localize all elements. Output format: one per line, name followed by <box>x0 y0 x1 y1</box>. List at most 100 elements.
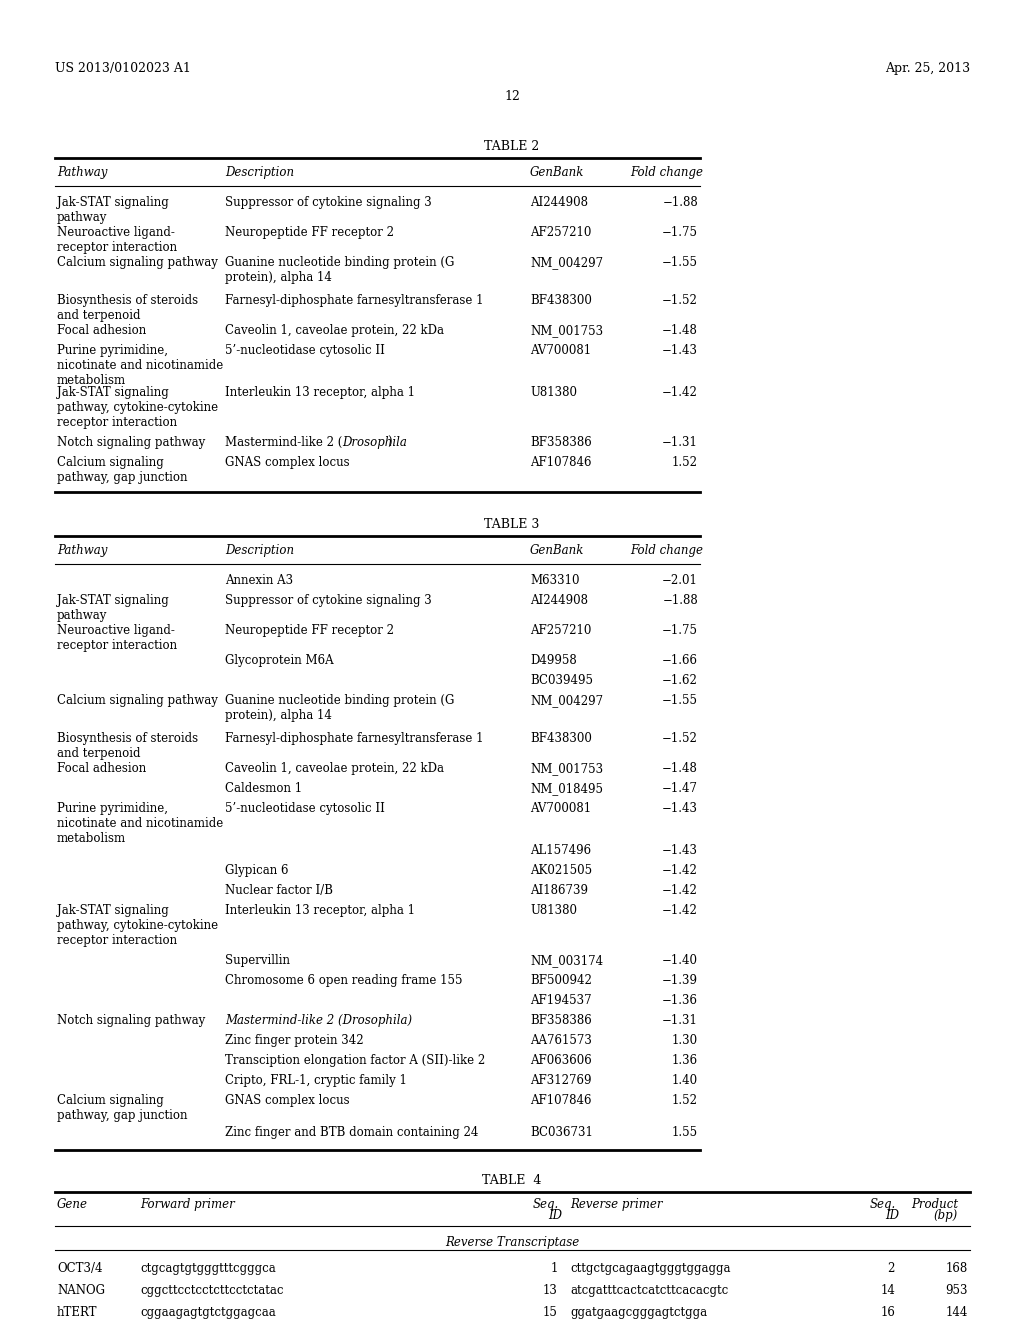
Text: −1.40: −1.40 <box>662 954 698 968</box>
Text: −1.43: −1.43 <box>662 843 698 857</box>
Text: 2: 2 <box>888 1262 895 1275</box>
Text: ID: ID <box>548 1209 562 1222</box>
Text: Reverse Transcriptase: Reverse Transcriptase <box>444 1236 580 1249</box>
Text: −1.43: −1.43 <box>662 345 698 356</box>
Text: atcgatttcactcatcttcacacgtc: atcgatttcactcatcttcacacgtc <box>570 1284 728 1298</box>
Text: Fold change: Fold change <box>630 544 703 557</box>
Text: −1.36: −1.36 <box>662 994 698 1007</box>
Text: NM_004297: NM_004297 <box>530 256 603 269</box>
Text: AK021505: AK021505 <box>530 865 592 876</box>
Text: AI186739: AI186739 <box>530 884 588 898</box>
Text: Zinc finger and BTB domain containing 24: Zinc finger and BTB domain containing 24 <box>225 1126 478 1139</box>
Text: AF312769: AF312769 <box>530 1074 592 1086</box>
Text: Neuropeptide FF receptor 2: Neuropeptide FF receptor 2 <box>225 624 394 638</box>
Text: −1.48: −1.48 <box>663 323 698 337</box>
Text: AF063606: AF063606 <box>530 1053 592 1067</box>
Text: Caveolin 1, caveolae protein, 22 kDa: Caveolin 1, caveolae protein, 22 kDa <box>225 762 444 775</box>
Text: NM_003174: NM_003174 <box>530 954 603 968</box>
Text: Calcium signaling pathway: Calcium signaling pathway <box>57 256 218 269</box>
Text: GenBank: GenBank <box>530 166 585 180</box>
Text: BF438300: BF438300 <box>530 733 592 744</box>
Text: ID: ID <box>885 1209 899 1222</box>
Text: BF358386: BF358386 <box>530 1014 592 1027</box>
Text: −2.01: −2.01 <box>663 574 698 587</box>
Text: AF107846: AF107846 <box>530 1094 592 1107</box>
Text: Suppressor of cytokine signaling 3: Suppressor of cytokine signaling 3 <box>225 195 432 209</box>
Text: −1.88: −1.88 <box>663 195 698 209</box>
Text: Guanine nucleotide binding protein (G
protein), alpha 14: Guanine nucleotide binding protein (G pr… <box>225 694 455 722</box>
Text: Nuclear factor I/B: Nuclear factor I/B <box>225 884 333 898</box>
Text: Fold change: Fold change <box>630 166 703 180</box>
Text: AI244908: AI244908 <box>530 594 588 607</box>
Text: (bp): (bp) <box>934 1209 958 1222</box>
Text: Glycoprotein M6A: Glycoprotein M6A <box>225 653 334 667</box>
Text: AF194537: AF194537 <box>530 994 592 1007</box>
Text: Farnesyl-diphosphate farnesyltransferase 1: Farnesyl-diphosphate farnesyltransferase… <box>225 294 483 308</box>
Text: Calcium signaling
pathway, gap junction: Calcium signaling pathway, gap junction <box>57 455 187 484</box>
Text: −1.42: −1.42 <box>663 865 698 876</box>
Text: Seq.: Seq. <box>534 1199 559 1210</box>
Text: Chromosome 6 open reading frame 155: Chromosome 6 open reading frame 155 <box>225 974 463 987</box>
Text: −1.42: −1.42 <box>663 385 698 399</box>
Text: BF438300: BF438300 <box>530 294 592 308</box>
Text: −1.47: −1.47 <box>662 781 698 795</box>
Text: 13: 13 <box>543 1284 558 1298</box>
Text: Guanine nucleotide binding protein (G
protein), alpha 14: Guanine nucleotide binding protein (G pr… <box>225 256 455 284</box>
Text: 1.36: 1.36 <box>672 1053 698 1067</box>
Text: AA761573: AA761573 <box>530 1034 592 1047</box>
Text: −1.31: −1.31 <box>663 1014 698 1027</box>
Text: Cripto, FRL-1, cryptic family 1: Cripto, FRL-1, cryptic family 1 <box>225 1074 407 1086</box>
Text: Interleukin 13 receptor, alpha 1: Interleukin 13 receptor, alpha 1 <box>225 385 415 399</box>
Text: Description: Description <box>225 166 294 180</box>
Text: 168: 168 <box>946 1262 968 1275</box>
Text: Suppressor of cytokine signaling 3: Suppressor of cytokine signaling 3 <box>225 594 432 607</box>
Text: Supervillin: Supervillin <box>225 954 290 968</box>
Text: OCT3/4: OCT3/4 <box>57 1262 102 1275</box>
Text: Mastermind-like 2 (: Mastermind-like 2 ( <box>225 436 342 449</box>
Text: −1.52: −1.52 <box>663 733 698 744</box>
Text: Purine pyrimidine,
nicotinate and nicotinamide
metabolism: Purine pyrimidine, nicotinate and nicoti… <box>57 345 223 387</box>
Text: Caldesmon 1: Caldesmon 1 <box>225 781 302 795</box>
Text: AF257210: AF257210 <box>530 624 592 638</box>
Text: 5’-nucleotidase cytosolic II: 5’-nucleotidase cytosolic II <box>225 345 385 356</box>
Text: −1.62: −1.62 <box>663 675 698 686</box>
Text: 12: 12 <box>504 90 520 103</box>
Text: Gene: Gene <box>57 1199 88 1210</box>
Text: Apr. 25, 2013: Apr. 25, 2013 <box>885 62 970 75</box>
Text: NM_001753: NM_001753 <box>530 762 603 775</box>
Text: Biosynthesis of steroids
and terpenoid: Biosynthesis of steroids and terpenoid <box>57 733 198 760</box>
Text: AV700081: AV700081 <box>530 803 591 814</box>
Text: Seq.: Seq. <box>870 1199 896 1210</box>
Text: −1.75: −1.75 <box>662 624 698 638</box>
Text: −1.31: −1.31 <box>663 436 698 449</box>
Text: −1.66: −1.66 <box>662 653 698 667</box>
Text: AV700081: AV700081 <box>530 345 591 356</box>
Text: BC036731: BC036731 <box>530 1126 593 1139</box>
Text: 1.40: 1.40 <box>672 1074 698 1086</box>
Text: AF257210: AF257210 <box>530 226 592 239</box>
Text: GenBank: GenBank <box>530 544 585 557</box>
Text: −1.75: −1.75 <box>662 226 698 239</box>
Text: Forward primer: Forward primer <box>140 1199 234 1210</box>
Text: Glypican 6: Glypican 6 <box>225 865 289 876</box>
Text: TABLE  4: TABLE 4 <box>482 1173 542 1187</box>
Text: Transciption elongation factor A (SII)-like 2: Transciption elongation factor A (SII)-l… <box>225 1053 485 1067</box>
Text: Focal adhesion: Focal adhesion <box>57 323 146 337</box>
Text: −1.52: −1.52 <box>663 294 698 308</box>
Text: U81380: U81380 <box>530 904 577 917</box>
Text: BC039495: BC039495 <box>530 675 593 686</box>
Text: Pathway: Pathway <box>57 544 108 557</box>
Text: −1.55: −1.55 <box>662 694 698 708</box>
Text: Caveolin 1, caveolae protein, 22 kDa: Caveolin 1, caveolae protein, 22 kDa <box>225 323 444 337</box>
Text: US 2013/0102023 A1: US 2013/0102023 A1 <box>55 62 190 75</box>
Text: Interleukin 13 receptor, alpha 1: Interleukin 13 receptor, alpha 1 <box>225 904 415 917</box>
Text: GNAS complex locus: GNAS complex locus <box>225 1094 349 1107</box>
Text: Annexin A3: Annexin A3 <box>225 574 293 587</box>
Text: Pathway: Pathway <box>57 166 108 180</box>
Text: Mastermind-like 2 (Drosophila): Mastermind-like 2 (Drosophila) <box>225 1014 412 1027</box>
Text: 14: 14 <box>880 1284 895 1298</box>
Text: M63310: M63310 <box>530 574 580 587</box>
Text: Farnesyl-diphosphate farnesyltransferase 1: Farnesyl-diphosphate farnesyltransferase… <box>225 733 483 744</box>
Text: Neuropeptide FF receptor 2: Neuropeptide FF receptor 2 <box>225 226 394 239</box>
Text: hTERT: hTERT <box>57 1305 97 1319</box>
